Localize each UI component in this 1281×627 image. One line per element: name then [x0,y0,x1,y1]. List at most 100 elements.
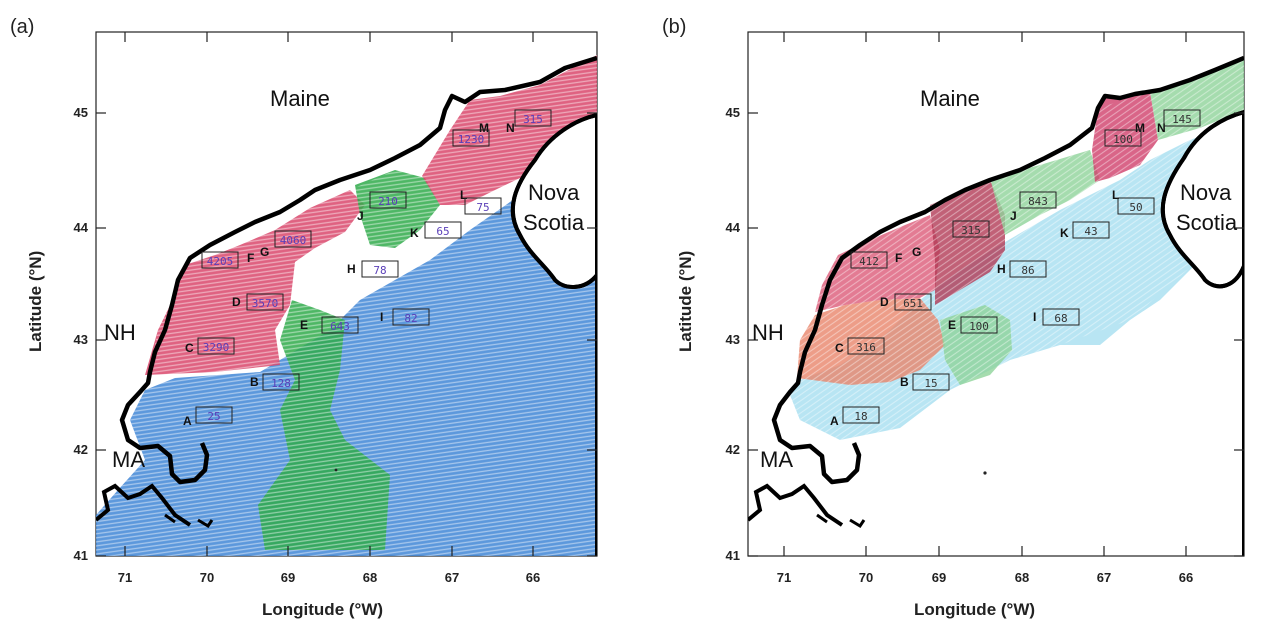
panel-a: 71 70 69 68 67 66 45 44 43 42 41 Maine Nova Scotia… [74,31,598,585]
site-box-n [514,109,552,127]
x-tick-label: 67 [445,570,459,585]
site-box-n [1163,109,1201,127]
x-tick-label: 66 [526,570,540,585]
site-value-n: 145 [1172,113,1192,126]
y-tick-label: 41 [74,548,88,563]
site-box-f [201,251,239,269]
speck-b [983,471,987,475]
site-box-e [321,316,359,334]
y-tick-label: 44 [726,220,741,235]
x-tick-label: 70 [859,570,873,585]
site-label-f: F [895,251,902,265]
site-value-l: 50 [1129,201,1142,214]
site-box-k [424,221,462,239]
place-maine-b: Maine [920,86,980,111]
x-tick-label: 67 [1097,570,1111,585]
site-box-a [842,406,880,424]
site-label-d: D [232,295,241,309]
x-tick-label: 68 [363,570,377,585]
site-label-j: J [1010,209,1017,223]
panel-b-xlabel: Longitude (°W) [914,600,1036,619]
place-ma-a: MA [112,447,145,472]
site-label-n: N [506,121,515,135]
place-scotia-b: Scotia [1176,210,1238,235]
site-value-h: 86 [1021,264,1034,277]
site-label-a: A [183,414,192,428]
site-value-j: 210 [378,195,398,208]
site-value-d: 651 [903,297,923,310]
site-box-l [464,197,502,215]
y-tick-label: 43 [726,332,740,347]
site-label-c: C [185,341,194,355]
x-tick-label: 68 [1015,570,1029,585]
site-label-k: K [1060,226,1069,240]
nova-scotia-line-a [510,113,597,289]
panel-b-hatch [790,58,1244,440]
cape-cod-a [96,483,192,527]
site-label-g: G [912,245,921,259]
site-box-j [369,191,407,209]
site-box-b [262,373,300,391]
site-value-m: 1230 [458,133,485,146]
site-label-l: L [1112,188,1119,202]
site-value-a: 25 [207,410,220,423]
site-value-f: 412 [859,255,879,268]
panel-a-hatch [96,55,597,556]
site-label-j: J [357,209,364,223]
site-value-l: 75 [476,201,489,214]
site-value-i: 68 [1054,312,1067,325]
y-tick-label: 41 [726,548,740,563]
x-tick-label: 66 [1179,570,1193,585]
site-value-h: 78 [373,264,386,277]
site-label-e: E [948,318,956,332]
site-box-m [452,129,490,147]
site-value-i: 82 [404,312,417,325]
y-tick-label: 45 [74,105,88,120]
site-value-f: 4205 [207,255,234,268]
site-label-l: L [460,188,467,202]
site-label-a: A [830,414,839,428]
place-nh-b: NH [752,320,784,345]
panel-a-letter: (a) [10,16,35,38]
site-value-e: 643 [330,320,350,333]
site-box-g [952,220,990,238]
site-value-k: 65 [436,225,449,238]
site-label-k: K [410,226,419,240]
place-nova-b: Nova [1180,180,1232,205]
panel-b: 71 70 69 68 67 66 45 44 43 42 41 Maine Nova Scotia… [726,31,1245,585]
site-label-h: H [997,262,1006,276]
y-tick-label: 44 [74,220,89,235]
site-value-n: 315 [523,113,543,126]
site-value-a: 18 [854,410,867,423]
place-scotia-a: Scotia [523,210,585,235]
site-label-f: F [247,251,254,265]
site-value-e: 100 [969,320,989,333]
place-maine-a: Maine [270,86,330,111]
site-label-h: H [347,262,356,276]
site-box-b [912,373,950,391]
site-value-m: 100 [1113,133,1133,146]
site-box-h [1009,260,1047,278]
site-value-b: 15 [924,377,937,390]
site-box-c [197,337,235,355]
site-box-g [274,230,312,248]
site-label-b: B [900,375,909,389]
y-tick-label: 45 [726,105,740,120]
new-england-coast-b [771,55,1244,485]
site-label-i: I [1033,310,1036,324]
site-box-k [1072,221,1110,239]
site-label-g: G [260,245,269,259]
y-tick-label: 43 [74,332,88,347]
islands-a [164,513,214,529]
site-box-a [195,406,233,424]
site-box-l [1117,197,1155,215]
x-tick-label: 71 [777,570,791,585]
site-label-n: N [1157,121,1166,135]
panel-a-xlabel: Longitude (°W) [262,600,384,619]
y-tick-label: 42 [726,442,740,457]
x-tick-label: 69 [281,570,295,585]
site-box-h [361,260,399,278]
site-label-i: I [380,310,383,324]
site-value-k: 43 [1084,225,1097,238]
